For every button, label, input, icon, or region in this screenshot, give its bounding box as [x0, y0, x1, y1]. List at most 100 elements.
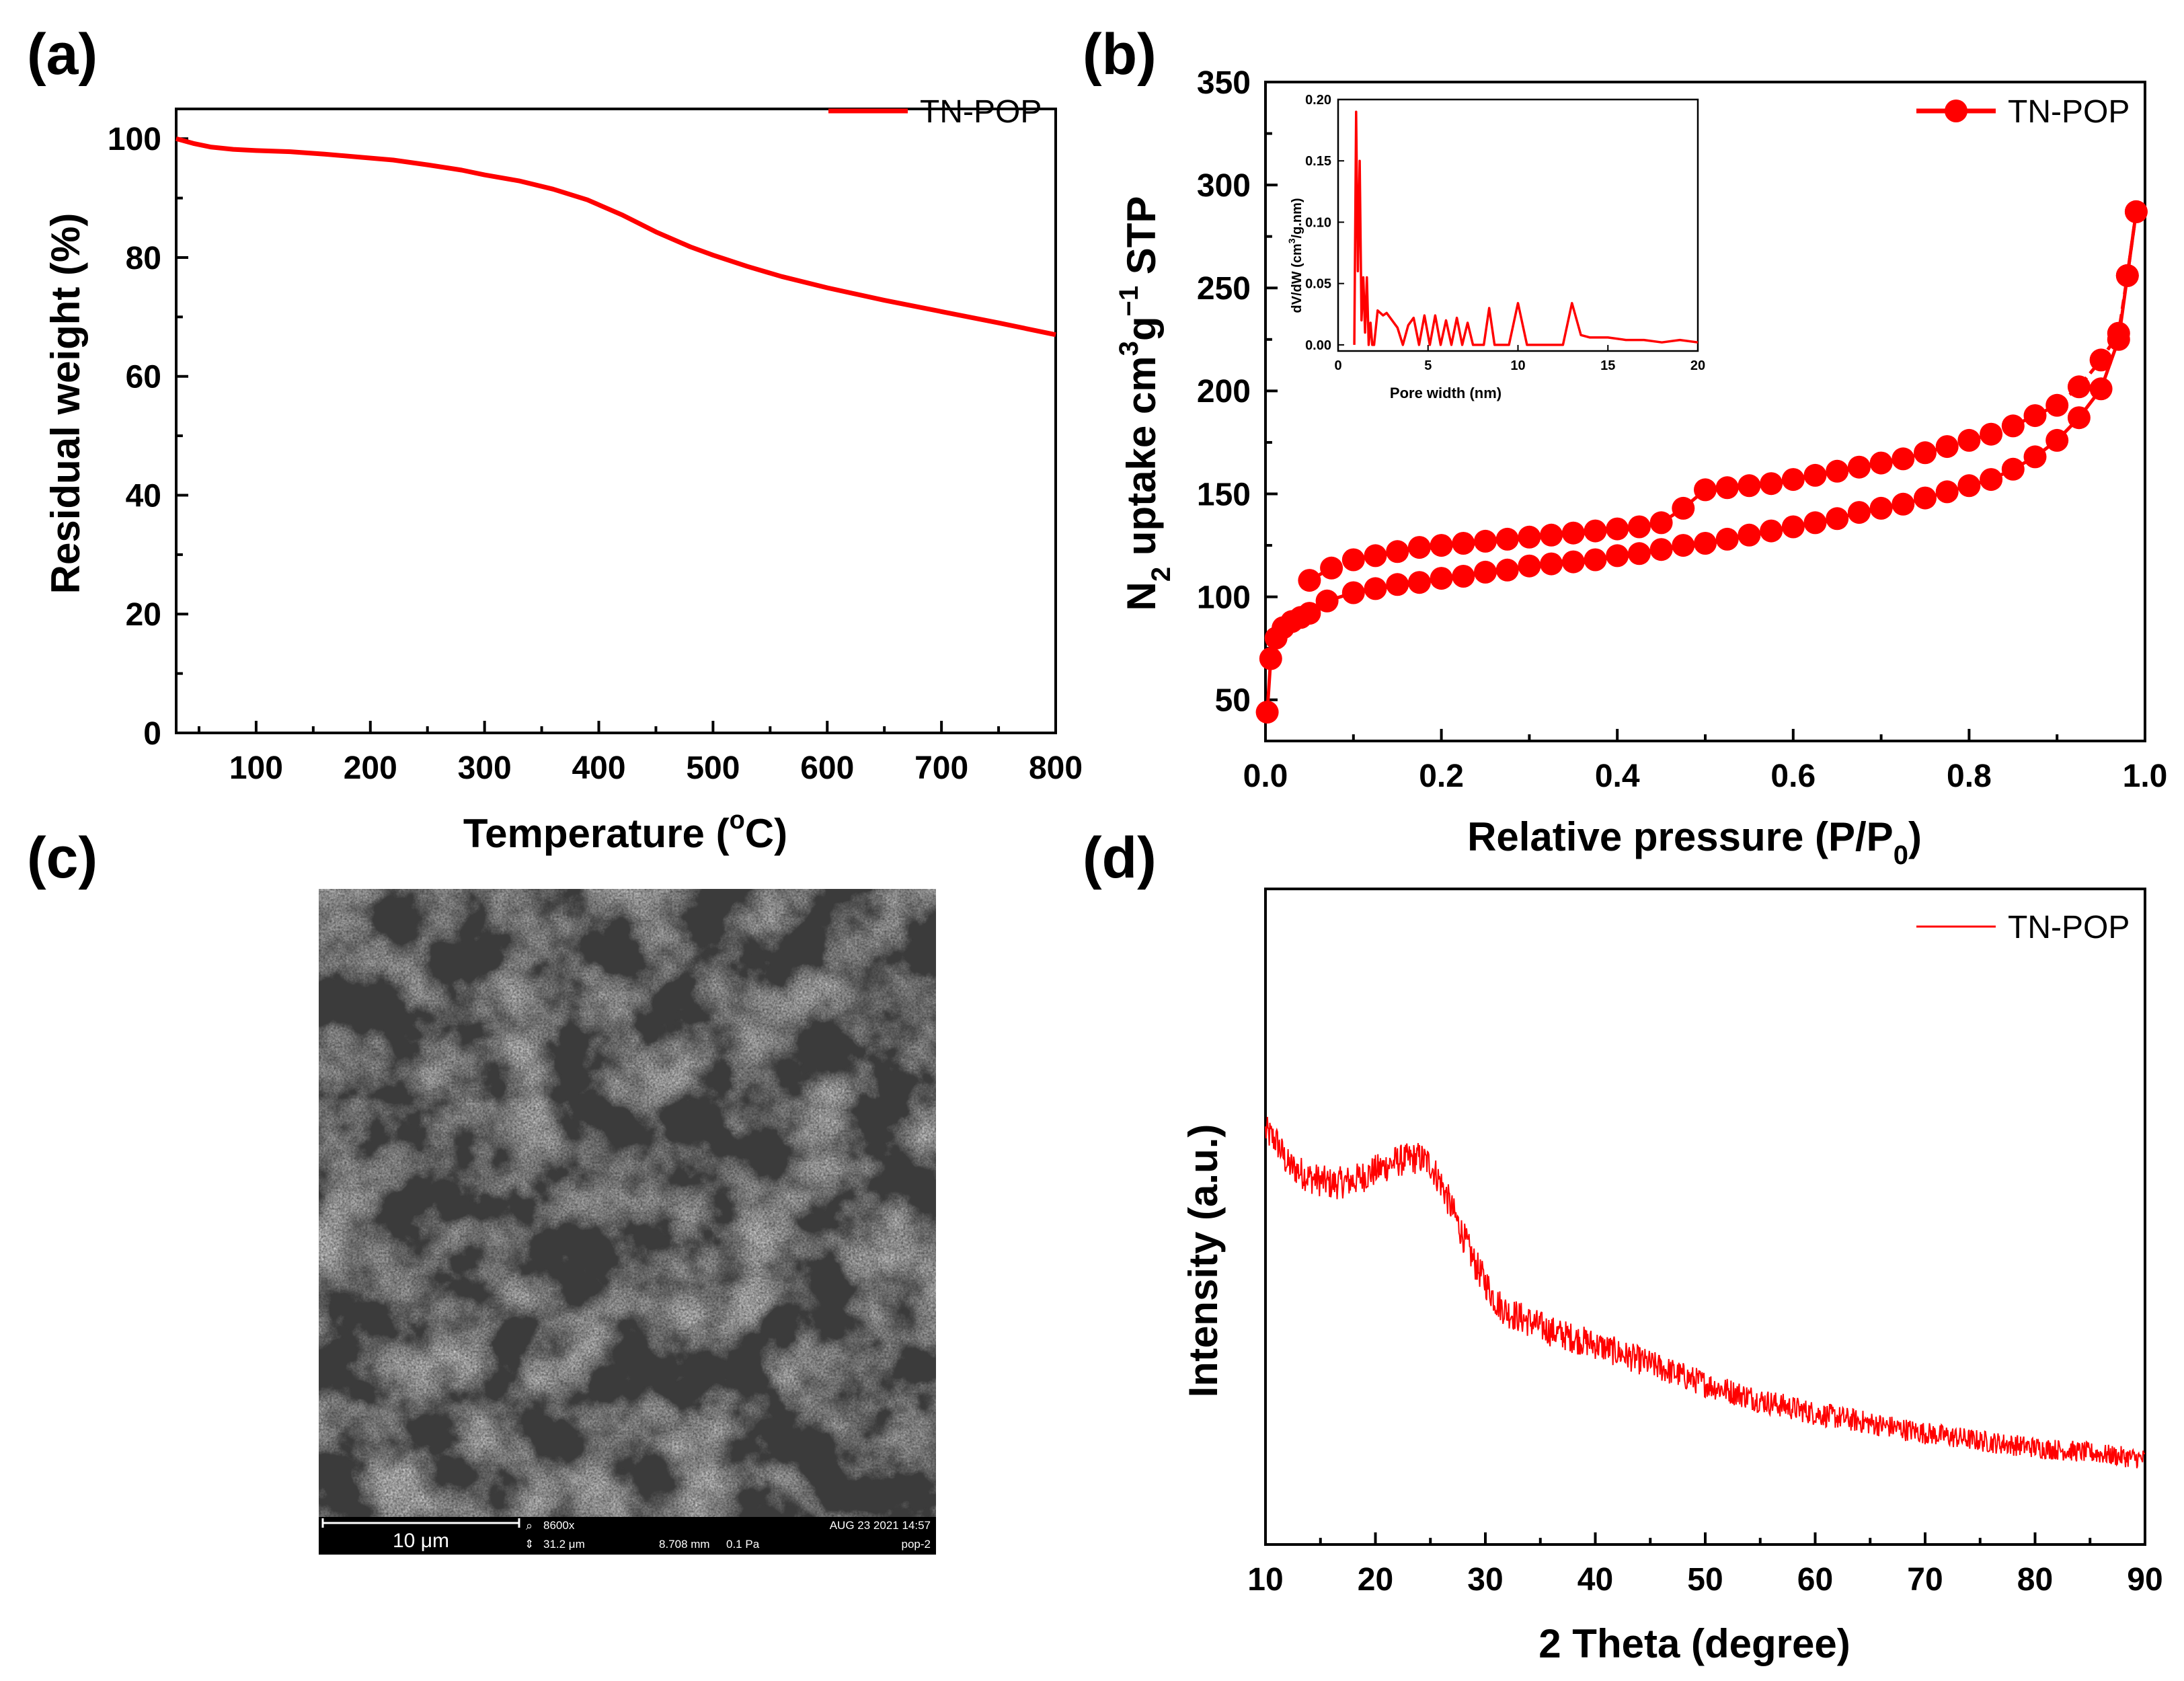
panel-b-y-axis-label: N2 uptake cm3g−1 STP	[1114, 196, 1176, 611]
panel-b-desorption-point	[1826, 459, 1849, 483]
panel-b-x-tick-label: 1.0	[2123, 758, 2168, 794]
panel-b-inset-x-axis-label: Pore width (nm)	[1390, 385, 1502, 401]
panel-b-legend-marker	[1945, 100, 1967, 122]
panel-b-inset-series-line	[1353, 110, 1699, 346]
panel-b-desorption-point	[1430, 534, 1453, 557]
panel-a-series-line	[176, 136, 1056, 338]
panel-b-adsorption-point	[1298, 602, 1321, 625]
panel-b-adsorption-point	[1694, 532, 1717, 555]
panel-c-letter: (c)	[27, 826, 98, 890]
panel-b-adsorption-point	[1847, 501, 1871, 524]
panel-b-y-tick-label: 300	[1197, 168, 1251, 204]
panel-b-adsorption-point	[1495, 558, 1519, 582]
panel-b-desorption-point	[1980, 422, 2003, 446]
panel-a-x-tick-label: 300	[458, 750, 512, 786]
panel-b-adsorption-point	[1627, 542, 1651, 565]
panel-b-legend: TN-POP	[1916, 94, 2130, 130]
panel-b-desorption-point	[1694, 478, 1717, 502]
sem-working-distance: 8.708 mm	[659, 1538, 710, 1551]
panel-d-x-tick-label: 70	[1907, 1562, 1943, 1598]
panel-a-plot-area: 100 200 300 400 500 600 700 800 0 20 40 60 80 100	[108, 108, 1083, 786]
panel-b-adsorption-point	[1407, 571, 1431, 594]
sem-hfw: 31.2 μm	[543, 1538, 585, 1551]
panel-b-adsorption-point	[1980, 468, 2003, 492]
panel-b-adsorption-point	[1606, 544, 1629, 568]
panel-b-adsorption-point	[2045, 428, 2069, 452]
panel-d-x-tick-label: 80	[2017, 1562, 2053, 1598]
panel-a-y-tick-label: 0	[143, 716, 161, 752]
panel-b-adsorption-point	[1584, 548, 1607, 572]
panel-b-desorption-point	[1715, 476, 1739, 500]
panel-b-adsorption-point	[1935, 480, 1959, 504]
panel-b-desorption-point	[1672, 496, 1695, 520]
panel-b-desorption-point	[1584, 519, 1607, 543]
panel-b-x-tick-label: 0.2	[1419, 758, 1464, 794]
panel-b-adsorption-point	[1803, 511, 1827, 535]
panel-a-legend: TN-POP	[828, 94, 1042, 130]
panel-a-x-tick-label: 500	[686, 750, 740, 786]
panel-b-desorption-point	[1452, 532, 1475, 555]
panel-a-x-tick-label: 200	[344, 750, 397, 786]
panel-b-desorption-point	[1495, 527, 1519, 551]
panel-b-desorption-point	[2107, 321, 2130, 345]
sem-magnification: 8600x	[543, 1519, 575, 1532]
sem-sample-name: pop-2	[902, 1538, 931, 1551]
panel-d-x-tick-label: 90	[2127, 1562, 2162, 1598]
panel-b-desorption-point	[1738, 474, 1761, 498]
panel-b-adsorption-point	[1452, 565, 1475, 588]
panel-b-adsorption-point	[2023, 445, 2047, 469]
panel-b-desorption-point	[1386, 540, 1409, 563]
panel-d-legend-label: TN-POP	[2008, 910, 2130, 945]
panel-b-adsorption-point	[1781, 515, 1805, 539]
panel-b-inset-y-tick-label: 0.00	[1305, 338, 1331, 353]
panel-b-adsorption-point	[2001, 457, 2025, 481]
panel-d-x-tick-label: 10	[1247, 1562, 1283, 1598]
panel-b-letter: (b)	[1083, 22, 1157, 87]
panel-b-adsorption-point	[1364, 577, 1387, 600]
panel-d-x-axis-label: 2 Theta (degree)	[1538, 1621, 1850, 1666]
panel-b-adsorption-point	[1255, 701, 1279, 724]
panel-b-inset-y-axis-label: dV/dW (cm3/g.nm)	[1286, 198, 1304, 313]
sem-hfw-icon: ⇕	[524, 1538, 534, 1551]
panel-d-letter: (d)	[1083, 826, 1157, 890]
panel-b-desorption-point	[1803, 463, 1827, 487]
sem-pressure: 0.1 Pa	[726, 1538, 760, 1551]
sem-magnifier-icon: ⌕	[526, 1519, 533, 1532]
panel-b-desorption-point	[1298, 569, 1321, 592]
panel-b-desorption-point	[1407, 536, 1431, 559]
panel-b-inset-x-tick-label: 15	[1600, 358, 1615, 373]
panel-b-desorption-point	[1364, 544, 1387, 568]
panel-a-y-tick-label: 20	[126, 597, 161, 633]
sem-scale-label: 10 μm	[393, 1530, 449, 1552]
panel-b-inset-psd-chart: 0 5 10 15 20 0.00 0.05 0.10 0.15 0.20	[1305, 93, 1705, 373]
panel-b-adsorption-point	[1869, 496, 1893, 520]
panel-b-x-axis-label: Relative pressure (P/P0)	[1467, 814, 1922, 870]
panel-a-x-tick-label: 100	[229, 750, 283, 786]
panel-b-x-tick-label: 0.6	[1770, 758, 1816, 794]
panel-b-desorption-point	[2045, 393, 2069, 417]
panel-a-tga-chart: (a) 100 200 300 400 500 600 700 800020406080100…	[27, 22, 1083, 856]
panel-b-desorption-point	[1606, 517, 1629, 541]
panel-b-y-tick-label: 200	[1197, 374, 1251, 409]
panel-b-inset-y-tick-label: 0.20	[1305, 93, 1331, 108]
panel-b-adsorption-point	[1561, 550, 1585, 574]
panel-b-adsorption-point	[1715, 527, 1739, 551]
panel-b-isotherm-chart: (b) 0.0 0.2 0.4 0.6 0.8 1.0501001502002503003…	[1083, 22, 2167, 870]
panel-b-adsorption-point	[1914, 486, 1937, 510]
panel-b-inset-y-tick-label: 0.15	[1305, 154, 1331, 169]
panel-a-y-tick-label: 80	[126, 241, 161, 276]
panel-a-x-tick-label: 700	[914, 750, 968, 786]
panel-b-desorption-point	[1935, 435, 1959, 459]
panel-b-desorption-point	[1649, 511, 1673, 535]
panel-b-desorption-point	[1781, 468, 1805, 492]
panel-d-x-tick-label: 50	[1687, 1562, 1723, 1598]
panel-b-desorption-point	[2115, 264, 2139, 287]
panel-b-adsorption-point	[1341, 581, 1365, 604]
panel-d-x-tick-label: 40	[1577, 1562, 1613, 1598]
panel-b-adsorption-point	[1259, 647, 1282, 670]
panel-b-desorption-point	[1627, 515, 1651, 539]
panel-b-x-tick-label: 0.0	[1243, 758, 1288, 794]
panel-b-desorption-point	[1518, 525, 1541, 549]
